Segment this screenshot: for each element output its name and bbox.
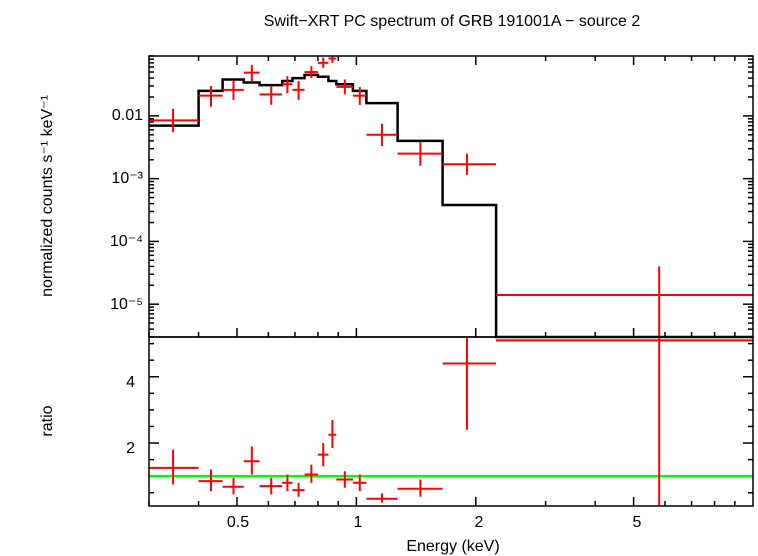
chart-title: Swift−XRT PC spectrum of GRB 191001A − s… (264, 13, 641, 30)
ratio-point (352, 474, 367, 492)
ratio-point (222, 477, 244, 495)
spectrum-point (317, 57, 329, 68)
spectrum-ytick-3: 10⁻⁵ (110, 296, 143, 313)
ratio-ytick-0: 2 (126, 440, 135, 457)
ratio-point (149, 449, 199, 485)
spectrum-ytick-0: 0.01 (112, 107, 143, 124)
spectrum-point (366, 123, 398, 147)
ratio-point (292, 482, 305, 497)
ratio-ylabel: ratio (39, 405, 56, 436)
ratio-xtick-0: 0.5 (227, 514, 249, 531)
ratio-point (304, 464, 318, 483)
spectrum-point (259, 85, 283, 105)
spectrum-point (352, 86, 367, 105)
ratio-point (366, 493, 398, 503)
ratio-frame (148, 336, 754, 507)
spectrum-model (149, 73, 753, 339)
spectrum-panel: 0.01 10⁻³ 10⁻⁴ 10⁻⁵ normalized counts s⁻… (39, 55, 754, 339)
ratio-point (198, 469, 223, 492)
ratio-point (442, 337, 497, 430)
ratio-point (336, 471, 353, 488)
ratio-point (496, 337, 753, 506)
ratio-point (317, 443, 329, 467)
spectrum-ytick-2: 10⁻⁴ (110, 233, 143, 250)
spectrum-ticks (148, 55, 753, 338)
spectrum-point (336, 79, 353, 95)
spectrum-point (149, 108, 199, 133)
ratio-point (259, 477, 283, 495)
ratio-point (282, 474, 293, 492)
ratio-point (397, 479, 443, 497)
spectrum-point (442, 153, 497, 175)
spectrum-data (149, 56, 753, 337)
ratio-xtick-3: 5 (633, 514, 642, 531)
ratio-point (243, 446, 260, 475)
ratio-data (149, 337, 753, 506)
spectrum-point (304, 66, 318, 79)
ratio-ytick-1: 4 (126, 374, 135, 391)
spectrum-point (222, 80, 244, 100)
spectrum-ytick-1: 10⁻³ (111, 170, 143, 187)
spectrum-point (397, 142, 443, 166)
x-axis-label: Energy (keV) (406, 538, 499, 555)
spectrum-point (496, 266, 753, 337)
spectrum-point (292, 80, 305, 100)
ratio-ticks (148, 342, 753, 506)
ratio-xtick-1: 1 (354, 514, 363, 531)
spectrum-point (243, 64, 260, 81)
model-step-line (149, 73, 753, 339)
spectrum-ylabel: normalized counts s⁻¹ keV⁻¹ (39, 95, 56, 297)
spectrum-point (198, 85, 223, 107)
ratio-panel: 2 4 ratio 0.5 1 2 5 Energy (keV) (39, 336, 754, 555)
spectrum-point (282, 76, 293, 94)
ratio-point (328, 419, 337, 449)
ratio-xtick-2: 2 (475, 514, 484, 531)
spectrum-point (328, 56, 337, 63)
